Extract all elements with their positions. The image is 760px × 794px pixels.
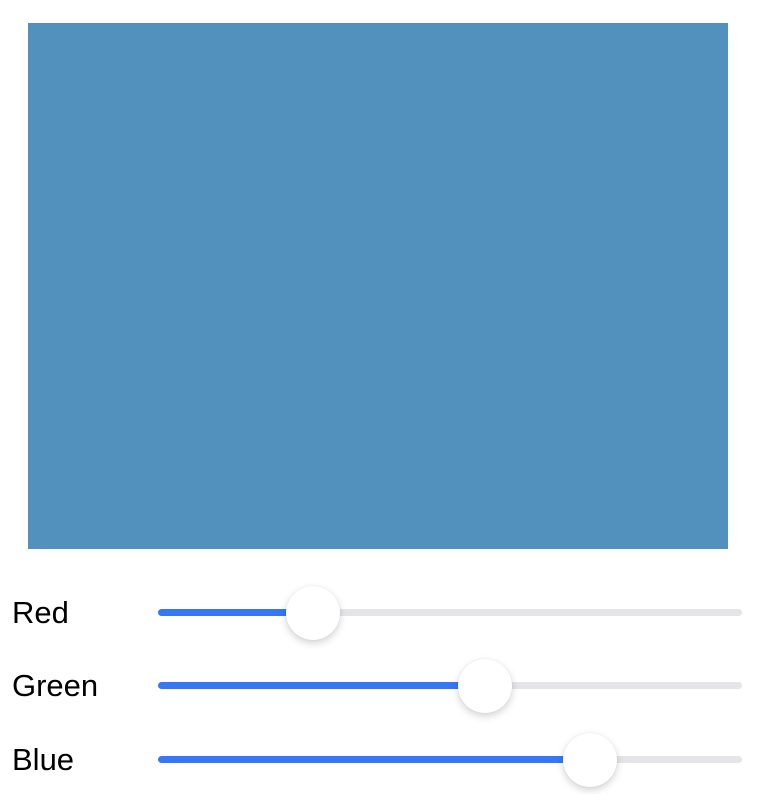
red-slider-fill: [158, 609, 313, 616]
slider-row-green: Green: [0, 656, 760, 716]
red-slider[interactable]: [158, 583, 742, 643]
red-slider-track[interactable]: [158, 609, 742, 616]
green-label: Green: [12, 668, 99, 703]
slider-row-red: Red: [0, 583, 760, 643]
blue-label: Blue: [12, 742, 75, 777]
blue-slider-thumb[interactable]: [563, 733, 618, 787]
color-preview-swatch: [28, 23, 728, 549]
blue-slider-fill: [158, 756, 591, 763]
slider-row-blue: Blue: [0, 730, 760, 790]
green-slider[interactable]: [158, 656, 742, 716]
red-label: Red: [12, 595, 69, 630]
red-slider-thumb[interactable]: [285, 586, 340, 640]
green-slider-fill: [158, 682, 486, 689]
green-slider-thumb[interactable]: [458, 659, 513, 713]
blue-slider[interactable]: [158, 730, 742, 790]
